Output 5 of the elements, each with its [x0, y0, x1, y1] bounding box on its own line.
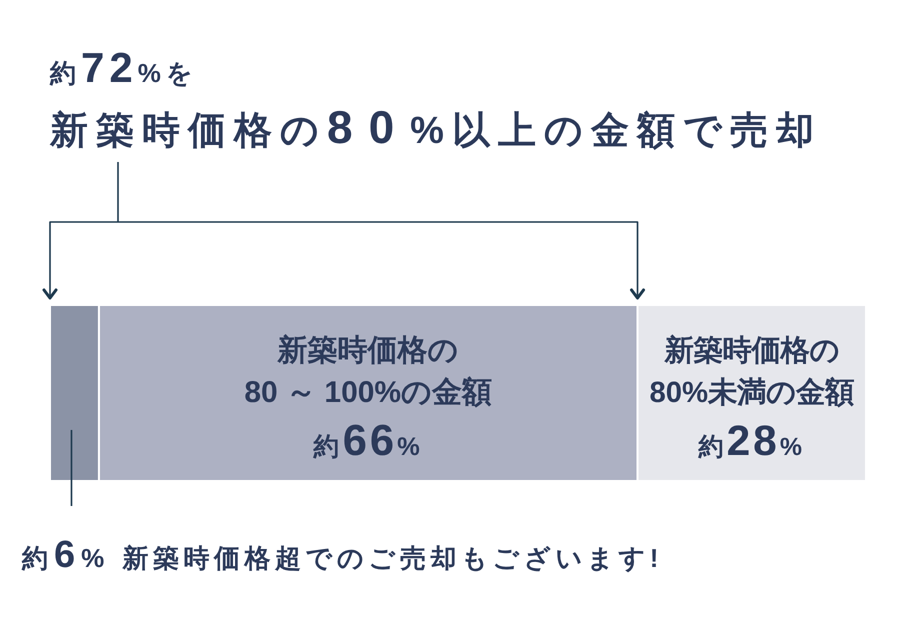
data-label: 約28% [698, 417, 805, 464]
series-label: 新築時価格の 80%未満の金額 [649, 334, 854, 409]
series-label: 新築時価格の 80 ～ 100%の金額 [244, 333, 492, 409]
text: 新築時価格超でのご売却もございます! [121, 543, 663, 573]
data-label: 約66% [312, 417, 423, 465]
